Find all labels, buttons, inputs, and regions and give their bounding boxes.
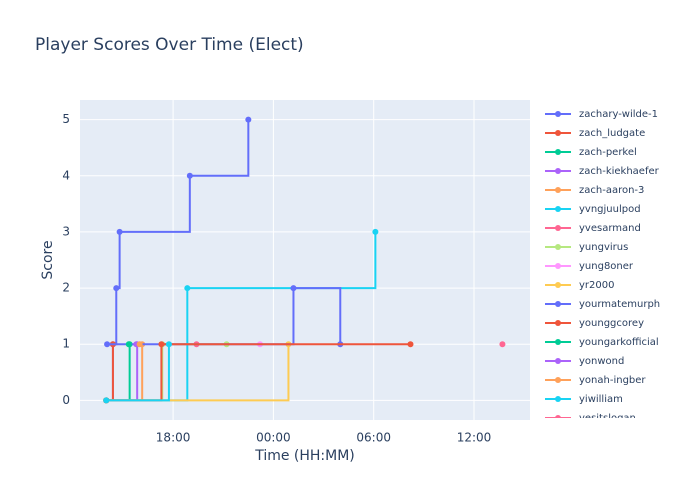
legend-marker	[555, 358, 561, 364]
legend-label: yvesarmand	[579, 223, 641, 234]
data-point	[290, 285, 297, 292]
legend-label: yourmatemurph	[579, 299, 660, 310]
x-axis-title: Time (HH:MM)	[254, 448, 355, 464]
legend-marker	[555, 187, 561, 193]
data-point	[407, 341, 414, 348]
legend-marker	[555, 244, 561, 250]
data-point	[125, 341, 132, 348]
y-tick-label: 2	[62, 281, 70, 295]
y-axis-title: Score	[40, 240, 56, 279]
legend-marker	[555, 263, 561, 269]
legend-label: yr2000	[579, 280, 614, 291]
data-point	[103, 397, 110, 404]
legend-marker	[555, 377, 561, 383]
y-tick-label: 4	[62, 168, 70, 182]
legend-label: zach-kiekhaefer	[579, 166, 660, 177]
x-tick-label: 18:00	[156, 431, 191, 445]
legend-label: younggcorey	[579, 318, 644, 329]
legend-label: zach_ludgate	[579, 128, 645, 139]
legend-label: yesitslogan	[579, 413, 636, 424]
x-tick-label: 06:00	[356, 431, 391, 445]
y-tick-label: 3	[62, 224, 70, 238]
data-point	[372, 228, 379, 235]
legend-marker	[555, 301, 561, 307]
series-line	[106, 344, 170, 402]
legend-label: yungvirus	[579, 242, 628, 253]
legend-label: yonah-ingber	[579, 375, 646, 386]
legend-marker	[555, 339, 561, 345]
legend-marker	[555, 168, 561, 174]
data-point	[104, 341, 111, 348]
legend-marker	[555, 396, 561, 402]
y-tick-label: 5	[62, 112, 70, 126]
x-tick-label: 12:00	[457, 431, 492, 445]
plot-background	[80, 100, 530, 420]
data-point	[116, 228, 123, 235]
legend-label: yvngjuulpod	[579, 204, 641, 215]
plot-area	[103, 116, 506, 404]
y-tick-label: 1	[62, 337, 70, 351]
data-point	[499, 341, 506, 348]
legend-marker	[555, 320, 561, 326]
legend-marker	[555, 415, 561, 418]
legend-label: youngarkofficial	[579, 337, 659, 348]
data-point	[186, 172, 193, 179]
legend-label: yonwond	[579, 356, 624, 367]
legend-label: zachary-wilde-1	[579, 109, 658, 120]
legend-label: zach-perkel	[579, 147, 637, 158]
data-point	[136, 341, 143, 348]
data-point	[184, 285, 191, 292]
data-point	[113, 285, 120, 292]
legend-label: zach-aaron-3	[579, 185, 644, 196]
legend-marker	[555, 111, 561, 117]
legend-marker	[555, 225, 561, 231]
y-tick-label: 0	[62, 393, 70, 407]
legend-marker	[555, 206, 561, 212]
chart-title: Player Scores Over Time (Elect)	[35, 35, 304, 55]
data-point	[165, 341, 172, 348]
data-point	[158, 341, 165, 348]
legend-label: yung8oner	[579, 261, 634, 272]
data-point	[245, 116, 252, 123]
legend-label: yiwilliam	[579, 394, 623, 405]
legend-marker	[555, 130, 561, 136]
legend-marker	[555, 282, 561, 288]
legend-marker	[555, 149, 561, 155]
legend: zachary-wilde-1 zach_ludgate zach-perkel za…	[545, 109, 660, 424]
x-tick-label: 00:00	[256, 431, 291, 445]
